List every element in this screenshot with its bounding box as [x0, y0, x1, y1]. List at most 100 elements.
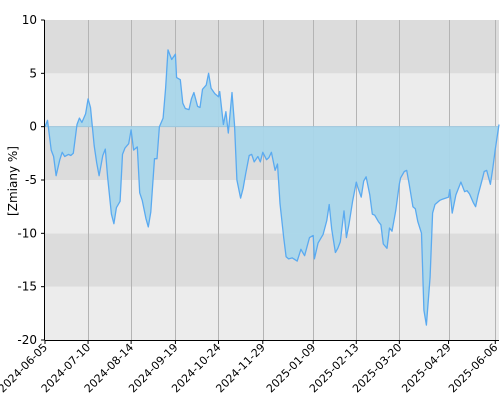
data-point	[136, 146, 138, 148]
data-point	[184, 108, 186, 110]
data-point	[81, 121, 83, 123]
data-point	[371, 213, 373, 215]
data-point	[107, 177, 109, 179]
data-point	[331, 228, 333, 230]
data-point	[113, 223, 115, 225]
data-point	[360, 196, 362, 198]
data-point	[96, 162, 98, 164]
data-point	[248, 155, 250, 157]
y-axis-title: [Zmiany %]	[6, 146, 20, 216]
data-point	[174, 53, 176, 55]
data-point	[343, 210, 345, 212]
data-point	[145, 217, 147, 219]
data-point	[285, 256, 287, 258]
data-point	[176, 77, 178, 79]
data-point	[197, 105, 199, 107]
data-point	[483, 171, 485, 173]
data-point	[110, 213, 112, 215]
series-line-group	[44, 49, 500, 326]
data-point	[400, 177, 402, 179]
data-point	[158, 126, 160, 128]
data-point	[231, 92, 233, 94]
data-point	[412, 206, 414, 208]
data-point	[205, 84, 207, 86]
data-point	[398, 183, 400, 185]
data-point	[441, 198, 443, 200]
data-point	[147, 226, 149, 228]
data-point	[214, 93, 216, 95]
data-point	[222, 124, 224, 126]
data-point	[53, 156, 55, 158]
data-point	[391, 230, 393, 232]
data-point	[64, 156, 66, 158]
data-point	[317, 242, 319, 244]
data-point	[288, 258, 290, 260]
data-point	[188, 109, 190, 111]
y-tick-label: -20	[17, 333, 37, 347]
data-point	[165, 87, 167, 89]
data-point	[357, 185, 359, 187]
data-point	[76, 124, 78, 126]
data-point	[124, 147, 126, 149]
data-point	[464, 191, 466, 193]
data-point	[141, 199, 143, 201]
data-point	[240, 197, 242, 199]
data-point	[98, 175, 100, 177]
data-point	[320, 238, 322, 240]
y-tick-label: 5	[29, 66, 37, 80]
data-point	[133, 149, 135, 151]
data-point	[457, 188, 459, 190]
data-point	[439, 199, 441, 201]
data-point	[475, 206, 477, 208]
data-point	[50, 149, 52, 151]
data-point	[262, 151, 264, 153]
data-point	[179, 79, 181, 81]
data-point	[253, 161, 255, 163]
data-point	[304, 255, 306, 257]
data-point	[322, 233, 324, 235]
data-point	[245, 174, 247, 176]
y-tick-label: -15	[17, 280, 37, 294]
data-point	[119, 200, 121, 202]
data-point	[167, 49, 169, 51]
data-point	[236, 179, 238, 181]
data-point	[377, 221, 379, 223]
data-point	[355, 181, 357, 183]
data-point	[208, 72, 210, 74]
data-point	[326, 220, 328, 222]
data-point	[309, 237, 311, 239]
data-point	[279, 203, 281, 205]
data-point	[466, 190, 468, 192]
data-point	[365, 176, 367, 178]
y-tick-label: 10	[22, 13, 37, 27]
data-point	[102, 155, 104, 157]
data-point	[455, 194, 457, 196]
data-point	[234, 124, 236, 126]
data-point	[171, 59, 173, 61]
data-point	[227, 132, 229, 134]
background-band	[45, 73, 499, 127]
data-point	[352, 200, 354, 202]
x-tick-label: 2025-04-29	[399, 341, 453, 395]
data-point	[59, 159, 61, 161]
data-point	[477, 194, 479, 196]
data-point	[449, 189, 451, 191]
data-point	[61, 151, 63, 153]
data-point	[115, 207, 117, 209]
data-point	[277, 163, 279, 165]
data-point	[328, 204, 330, 206]
background-band	[45, 20, 499, 74]
data-point	[460, 181, 462, 183]
data-point	[291, 257, 293, 259]
data-point	[122, 153, 124, 155]
data-point	[313, 258, 315, 260]
data-point	[242, 188, 244, 190]
y-tick-label: 0	[29, 120, 37, 134]
data-point	[414, 208, 416, 210]
data-point	[156, 158, 158, 160]
data-point	[93, 145, 95, 147]
data-point	[150, 211, 152, 213]
data-point	[300, 248, 302, 250]
